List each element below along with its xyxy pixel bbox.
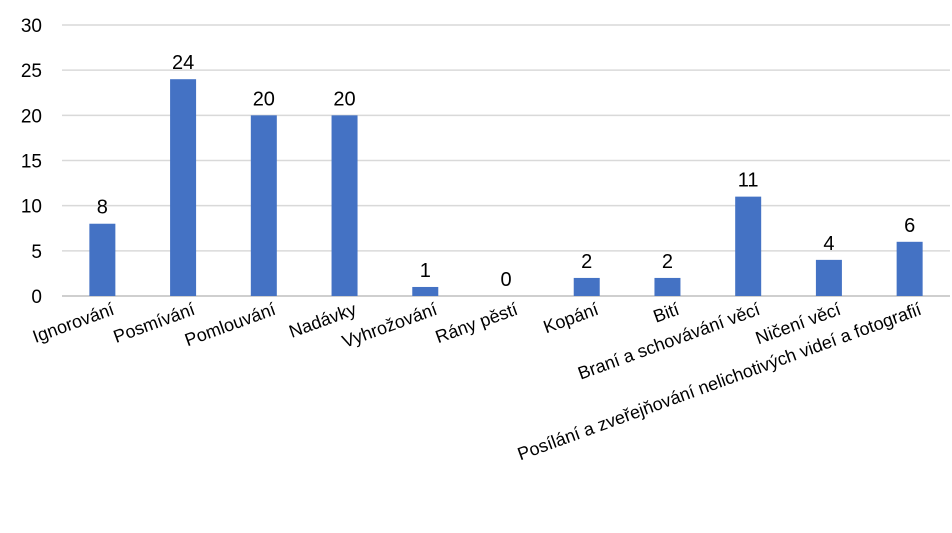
y-tick-label: 0 — [31, 287, 42, 308]
bar — [896, 241, 923, 296]
bar — [170, 79, 197, 296]
y-tick-label: 15 — [21, 152, 42, 173]
gridlines — [62, 24, 950, 297]
data-label: 24 — [172, 52, 194, 74]
data-label: 20 — [253, 88, 275, 110]
y-tick-label: 10 — [21, 197, 42, 218]
y-tick-label: 20 — [21, 106, 42, 127]
bar — [250, 115, 277, 296]
data-label: 11 — [738, 170, 759, 192]
y-tick-label: 30 — [21, 16, 42, 37]
data-label: 1 — [420, 260, 431, 282]
data-label: 6 — [904, 215, 915, 237]
data-label: 4 — [823, 233, 834, 255]
bars — [89, 79, 923, 296]
bar — [815, 259, 842, 296]
bar — [331, 115, 358, 296]
y-tick-label: 25 — [21, 61, 42, 82]
y-axis: 0 5 10 15 20 25 30 — [21, 16, 42, 308]
x-tick-label: Rány pěstí — [433, 299, 521, 347]
data-label: 20 — [333, 88, 355, 110]
data-label: 8 — [97, 197, 108, 219]
data-label: 0 — [500, 269, 511, 291]
x-tick-label: Kopání — [541, 299, 601, 337]
x-tick-label: Bití — [651, 299, 682, 327]
bar — [573, 277, 600, 296]
bar — [412, 286, 439, 296]
data-label: 2 — [581, 251, 592, 273]
bar — [654, 277, 681, 296]
bar — [735, 196, 762, 296]
x-tick-label: Pomlouvání — [182, 299, 278, 350]
data-labels: 8 24 20 20 1 0 2 2 11 4 6 — [97, 52, 915, 291]
bar — [89, 223, 116, 296]
data-label: 2 — [662, 251, 673, 273]
y-tick-label: 5 — [31, 242, 42, 263]
x-tick-label: Ignorování — [30, 299, 117, 347]
